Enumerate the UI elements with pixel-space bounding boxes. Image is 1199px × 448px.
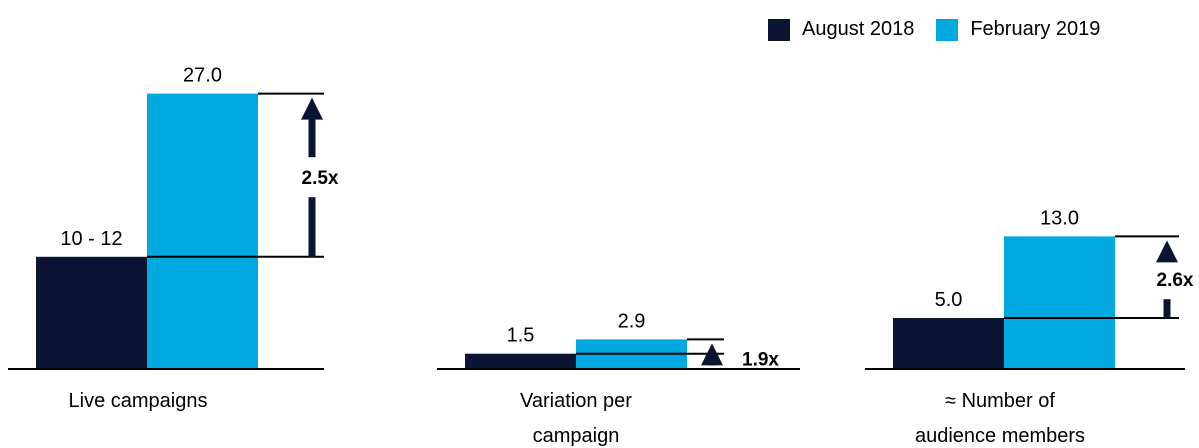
bar-1-february [147, 93, 258, 369]
bar-1-august [36, 256, 147, 369]
legend: August 2018 February 2019 [768, 18, 1122, 41]
category-label-3-line-1: ≈ Number of [945, 390, 1055, 412]
data-label-2-august: 1.5 [507, 325, 535, 347]
legend-swatch-february [936, 18, 959, 41]
multiplier-label-1: 2.5x [302, 168, 339, 189]
data-label-1-february: 27.0 [183, 65, 222, 87]
category-label-3-line-2: audience members [915, 425, 1085, 447]
arrow-shaft-lower-3 [1163, 299, 1171, 318]
legend-swatch-august [768, 18, 790, 41]
bar-3-february [1004, 236, 1115, 369]
arrow-head-1 [301, 97, 323, 120]
legend-item-august: August 2018 [768, 18, 914, 41]
legend-label-february: February 2019 [970, 18, 1101, 40]
arrow-head-3 [1156, 240, 1178, 263]
category-label-2-line-1: Variation per [520, 390, 632, 412]
arrow-shaft-upper-1 [308, 117, 316, 158]
arrow-head-2 [701, 343, 723, 366]
multiplier-label-2: 1.9x [742, 349, 779, 370]
data-label-3-august: 5.0 [935, 289, 963, 311]
data-label-2-february: 2.9 [618, 310, 646, 332]
bar-2-august [465, 353, 576, 369]
bar-3-august [893, 318, 1004, 369]
arrow-shaft-lower-1 [308, 197, 316, 257]
data-label-3-february: 13.0 [1040, 207, 1079, 229]
multiplier-label-3: 2.6x [1157, 270, 1194, 291]
legend-label-august: August 2018 [802, 18, 915, 40]
arrow-shaft-2 [708, 363, 716, 366]
data-label-1-august: 10 - 12 [60, 228, 122, 250]
legend-item-february: February 2019 [936, 18, 1100, 41]
category-label-2-line-2: campaign [533, 425, 620, 447]
category-label-1: Live campaigns [69, 390, 208, 412]
